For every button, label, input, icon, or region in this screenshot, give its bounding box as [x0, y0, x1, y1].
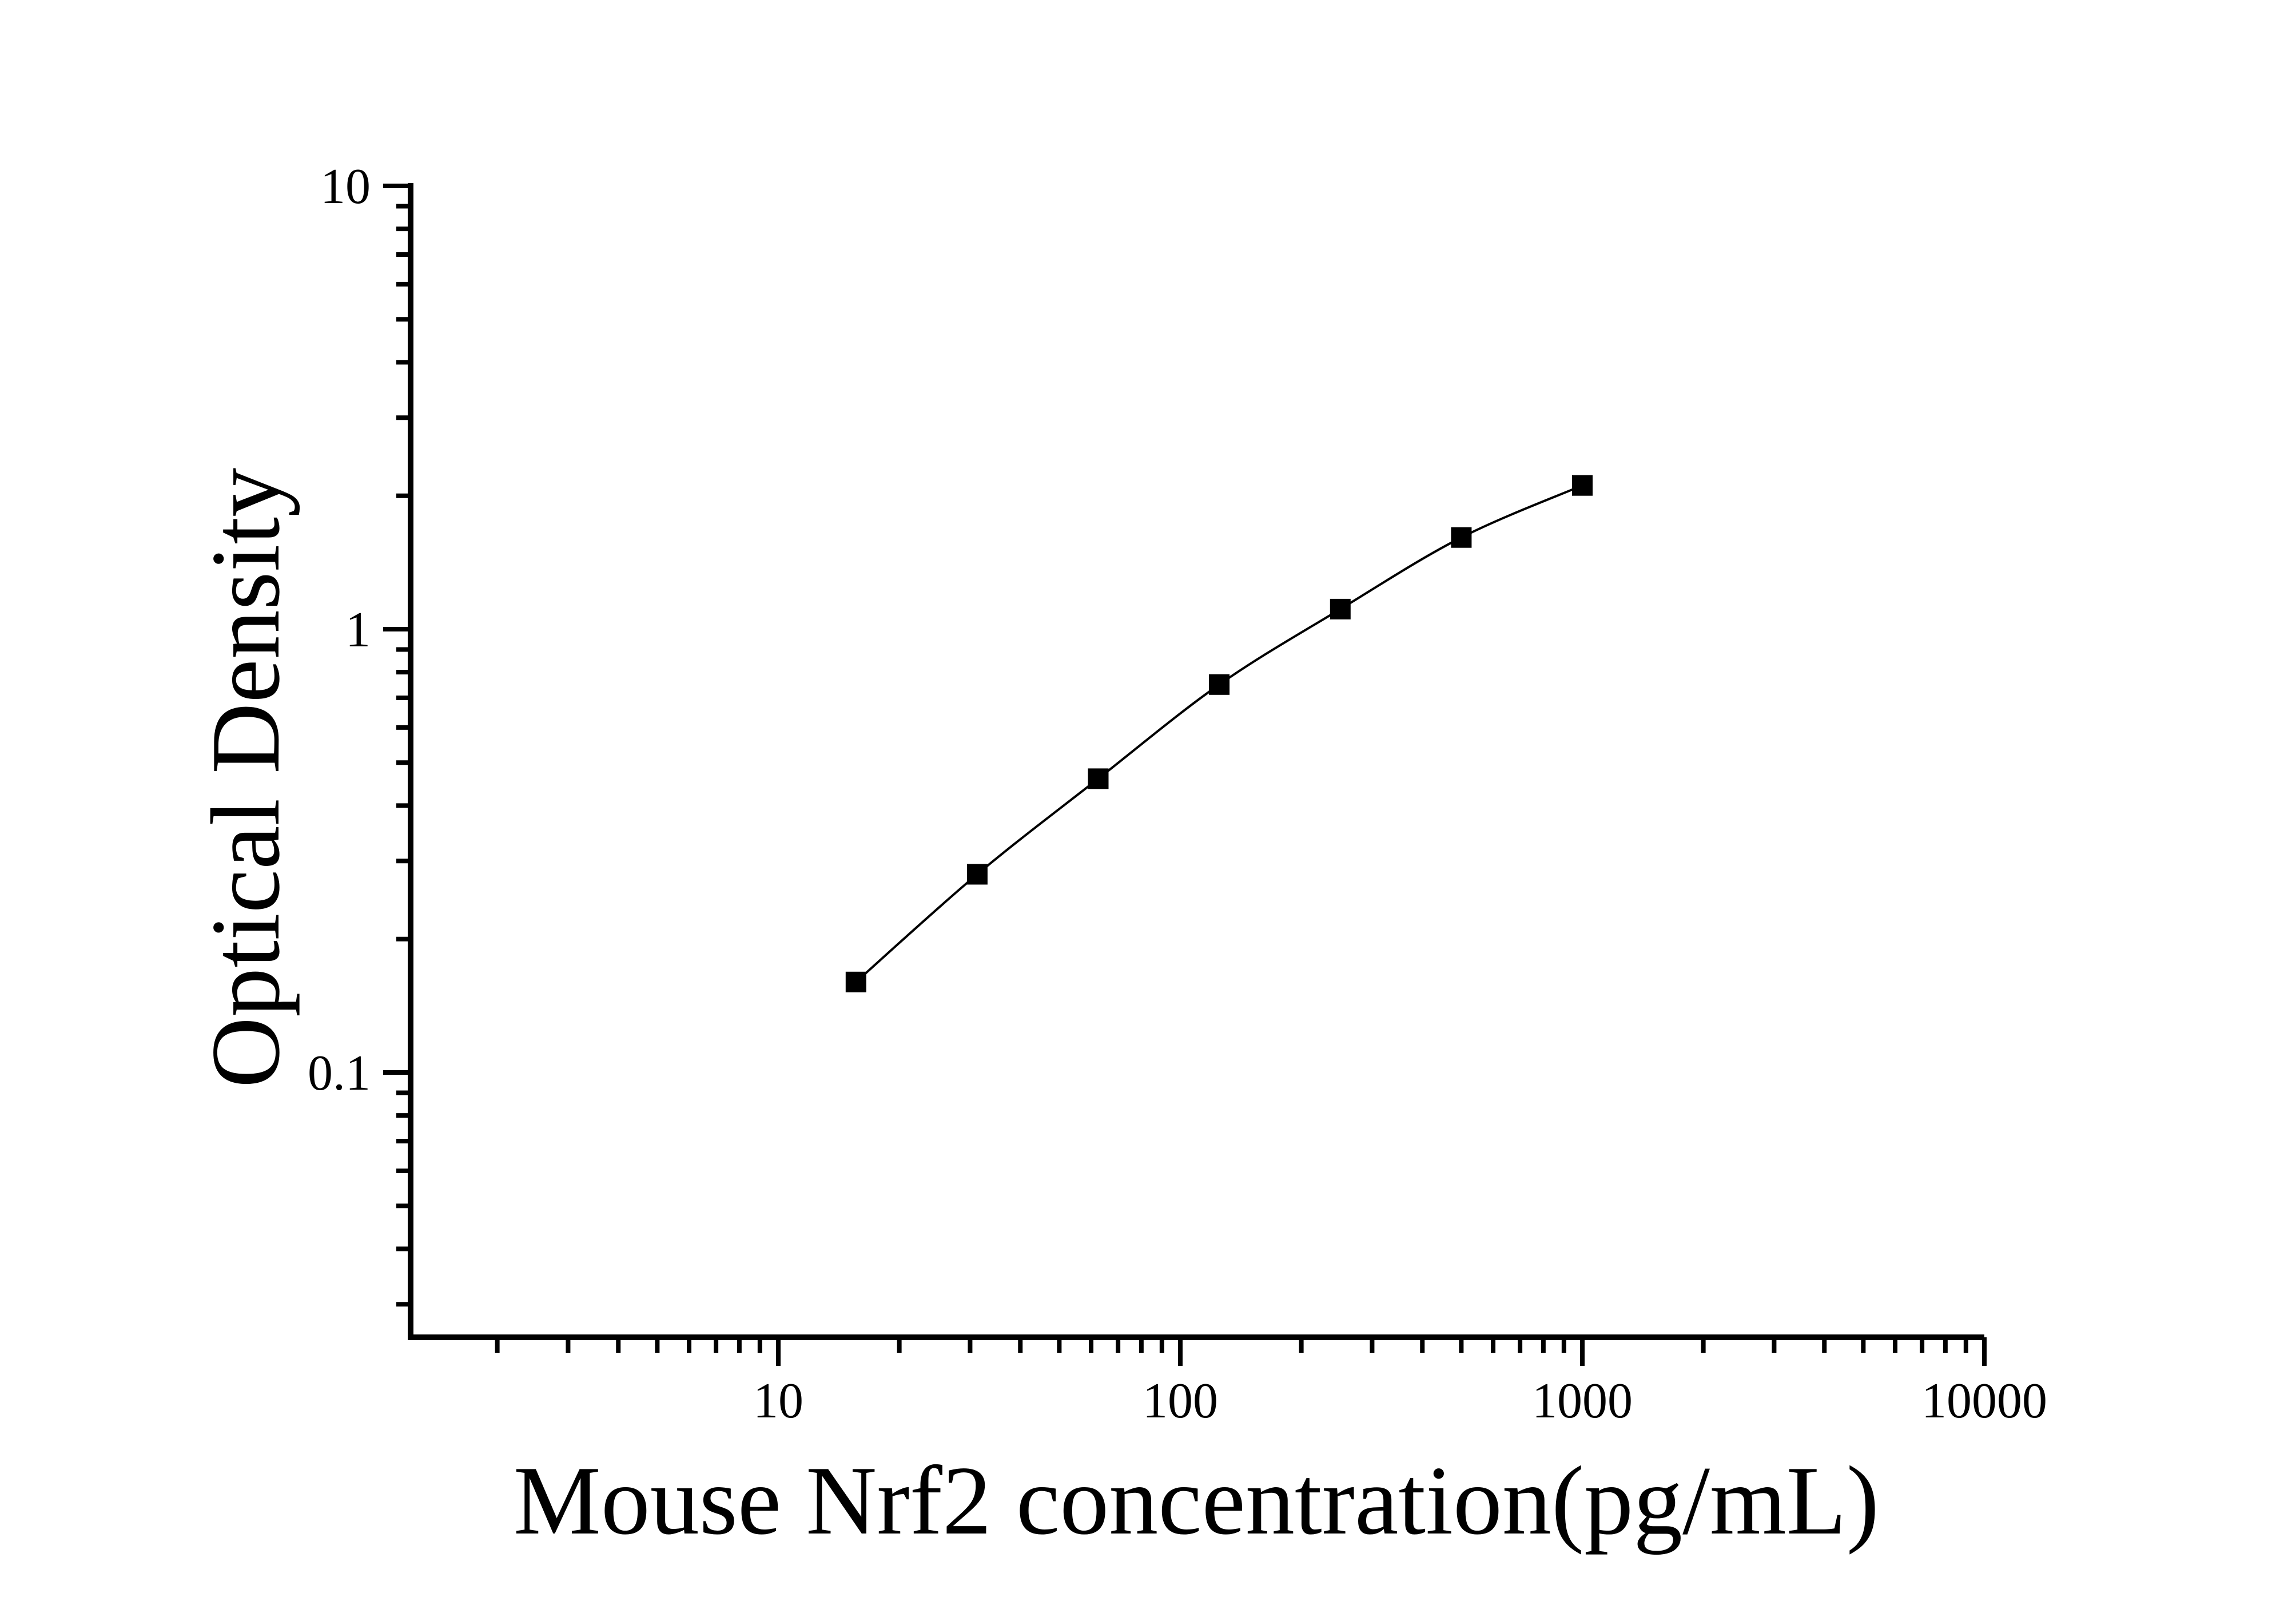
x-axis-tick-label: 100 — [1143, 1373, 1218, 1429]
y-axis-title: Optical Density — [192, 467, 300, 1088]
standard-curve-line — [855, 484, 1583, 983]
data-point-marker — [1330, 598, 1351, 619]
y-axis-tick-label: 1 — [345, 602, 371, 658]
x-axis-title: Mouse Nrf2 concentration(pg/mL) — [513, 1447, 1880, 1555]
data-point-marker — [1088, 768, 1109, 789]
data-point-marker — [1572, 475, 1593, 496]
data-point-marker — [845, 971, 866, 992]
data-point-marker — [966, 864, 988, 885]
x-axis-tick-label: 10 — [753, 1373, 803, 1429]
axis-frame — [408, 183, 1984, 1340]
x-axis-tick-label: 10000 — [1921, 1373, 2047, 1429]
y-axis-tick-label: 10 — [320, 159, 371, 214]
data-point-marker — [1209, 674, 1230, 695]
y-axis-tick-label: 0.1 — [308, 1046, 371, 1101]
x-axis-tick-label: 1000 — [1532, 1373, 1633, 1429]
data-point-marker — [1451, 527, 1472, 548]
